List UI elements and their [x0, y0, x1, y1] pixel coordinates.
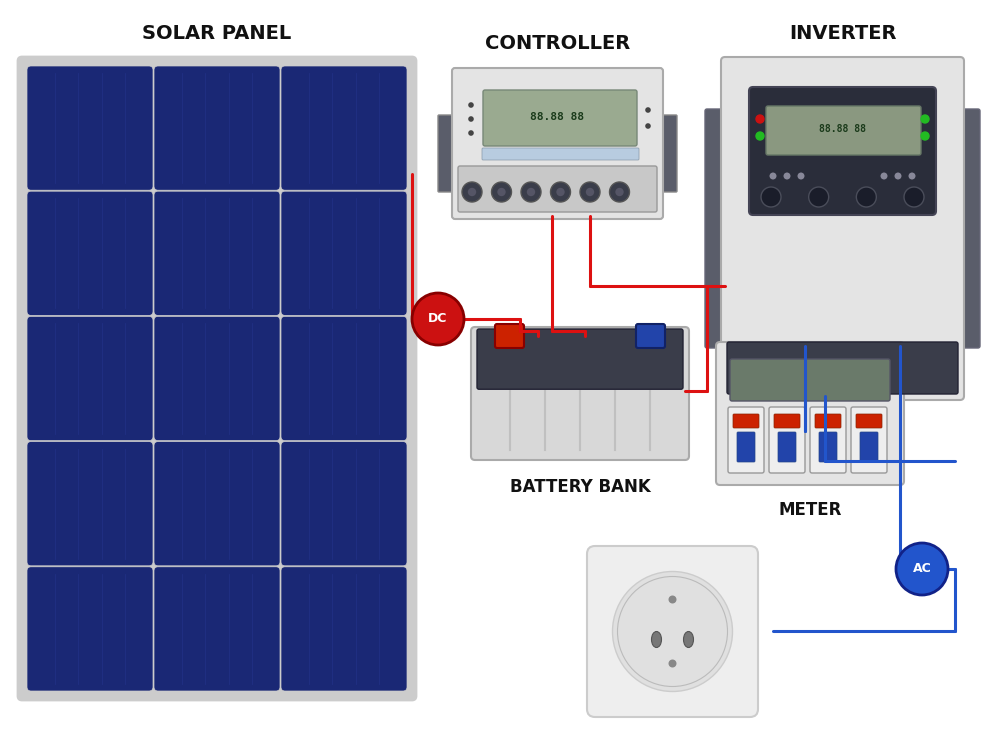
- FancyBboxPatch shape: [154, 442, 280, 566]
- FancyBboxPatch shape: [18, 57, 416, 700]
- FancyBboxPatch shape: [727, 342, 958, 394]
- Text: SOLAR PANEL: SOLAR PANEL: [142, 24, 292, 43]
- Text: CONTROLLER: CONTROLLER: [485, 34, 630, 53]
- Circle shape: [909, 173, 916, 179]
- Circle shape: [491, 182, 511, 202]
- FancyBboxPatch shape: [495, 324, 524, 348]
- Circle shape: [896, 543, 948, 595]
- FancyBboxPatch shape: [281, 442, 407, 566]
- Circle shape: [497, 187, 506, 196]
- Circle shape: [468, 116, 474, 122]
- Circle shape: [580, 182, 600, 202]
- Text: BATTERY BANK: BATTERY BANK: [510, 478, 650, 496]
- Circle shape: [468, 102, 474, 107]
- FancyBboxPatch shape: [587, 546, 758, 717]
- FancyBboxPatch shape: [819, 432, 837, 462]
- Circle shape: [784, 173, 790, 179]
- Text: METER: METER: [778, 501, 842, 519]
- FancyBboxPatch shape: [659, 115, 677, 192]
- FancyBboxPatch shape: [769, 407, 805, 473]
- FancyBboxPatch shape: [766, 106, 921, 155]
- Circle shape: [521, 182, 541, 202]
- Circle shape: [550, 182, 570, 202]
- Circle shape: [615, 187, 624, 196]
- FancyBboxPatch shape: [958, 109, 980, 348]
- Circle shape: [556, 187, 565, 196]
- FancyBboxPatch shape: [281, 316, 407, 441]
- FancyBboxPatch shape: [27, 442, 153, 566]
- FancyBboxPatch shape: [737, 432, 755, 462]
- FancyBboxPatch shape: [154, 191, 280, 316]
- FancyBboxPatch shape: [281, 191, 407, 316]
- FancyBboxPatch shape: [856, 414, 882, 428]
- Circle shape: [856, 187, 876, 207]
- FancyBboxPatch shape: [810, 407, 846, 473]
- FancyBboxPatch shape: [483, 90, 637, 146]
- Circle shape: [645, 123, 651, 129]
- Ellipse shape: [684, 631, 694, 648]
- FancyBboxPatch shape: [851, 407, 887, 473]
- FancyBboxPatch shape: [27, 66, 153, 190]
- FancyBboxPatch shape: [438, 115, 456, 192]
- Circle shape: [412, 293, 464, 345]
- FancyBboxPatch shape: [281, 567, 407, 691]
- Circle shape: [770, 173, 776, 179]
- Text: AC: AC: [913, 562, 931, 576]
- FancyBboxPatch shape: [774, 414, 800, 428]
- Circle shape: [904, 187, 924, 207]
- FancyBboxPatch shape: [27, 316, 153, 441]
- Circle shape: [468, 130, 474, 136]
- FancyBboxPatch shape: [452, 68, 663, 219]
- Circle shape: [462, 182, 482, 202]
- Circle shape: [527, 187, 535, 196]
- FancyBboxPatch shape: [154, 66, 280, 190]
- FancyBboxPatch shape: [154, 316, 280, 441]
- Circle shape: [612, 571, 732, 691]
- FancyBboxPatch shape: [778, 432, 796, 462]
- FancyBboxPatch shape: [749, 87, 936, 215]
- FancyBboxPatch shape: [477, 329, 683, 389]
- FancyBboxPatch shape: [733, 414, 759, 428]
- FancyBboxPatch shape: [730, 359, 890, 401]
- Circle shape: [921, 115, 929, 123]
- FancyBboxPatch shape: [27, 567, 153, 691]
- Circle shape: [668, 596, 676, 603]
- FancyBboxPatch shape: [281, 66, 407, 190]
- FancyBboxPatch shape: [27, 191, 153, 316]
- Circle shape: [756, 132, 764, 140]
- FancyBboxPatch shape: [860, 432, 878, 462]
- FancyBboxPatch shape: [721, 57, 964, 400]
- FancyBboxPatch shape: [471, 327, 689, 460]
- Circle shape: [798, 173, 804, 179]
- Text: INVERTER: INVERTER: [789, 24, 896, 43]
- Circle shape: [881, 173, 888, 179]
- Circle shape: [895, 173, 902, 179]
- Circle shape: [668, 659, 676, 668]
- FancyBboxPatch shape: [716, 342, 904, 485]
- Circle shape: [586, 187, 594, 196]
- FancyBboxPatch shape: [705, 109, 727, 348]
- FancyBboxPatch shape: [636, 324, 665, 348]
- FancyBboxPatch shape: [482, 148, 639, 160]
- FancyBboxPatch shape: [154, 567, 280, 691]
- Circle shape: [761, 187, 781, 207]
- Circle shape: [809, 187, 829, 207]
- FancyBboxPatch shape: [728, 407, 764, 473]
- FancyBboxPatch shape: [815, 414, 841, 428]
- Circle shape: [645, 107, 651, 113]
- Circle shape: [609, 182, 630, 202]
- Circle shape: [756, 115, 764, 123]
- Circle shape: [921, 132, 929, 140]
- Circle shape: [468, 187, 476, 196]
- Text: DC: DC: [428, 313, 448, 325]
- Text: 88.88 88: 88.88 88: [819, 124, 866, 134]
- FancyBboxPatch shape: [458, 166, 657, 212]
- Text: 88.88 88: 88.88 88: [530, 112, 584, 122]
- Ellipse shape: [652, 631, 662, 648]
